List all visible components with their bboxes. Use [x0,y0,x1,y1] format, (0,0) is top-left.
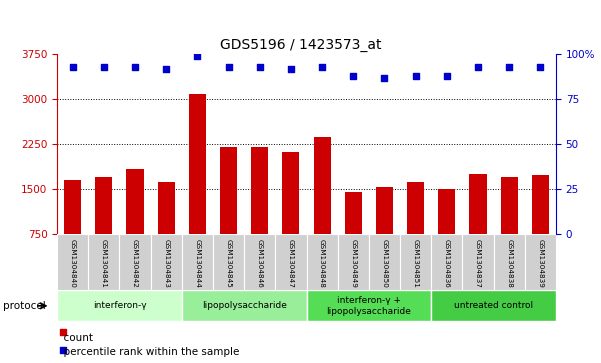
Text: lipopolysaccharide: lipopolysaccharide [202,301,287,310]
Text: untreated control: untreated control [454,301,533,310]
Text: GSM1304844: GSM1304844 [194,238,200,287]
Bar [220,147,237,234]
Bar [126,170,144,234]
Point [411,73,421,79]
Bar [182,234,213,290]
Point [68,64,78,70]
Text: GSM1304851: GSM1304851 [413,238,419,287]
Bar [307,290,432,321]
Text: GSM1304847: GSM1304847 [288,238,294,287]
Bar [369,234,400,290]
Bar [493,234,525,290]
Bar [501,177,517,234]
Text: GSM1304839: GSM1304839 [537,238,543,287]
Text: percentile rank within the sample: percentile rank within the sample [57,347,239,357]
Bar [376,187,393,234]
Point [349,73,358,79]
Point [59,329,68,335]
Bar [469,174,487,234]
Point [255,64,264,70]
Bar [57,290,182,321]
Point [192,53,202,59]
Point [473,64,483,70]
Bar [64,180,81,234]
Bar [151,234,182,290]
Point [442,73,451,79]
Point [535,64,545,70]
Point [59,347,68,353]
Text: GSM1304840: GSM1304840 [70,238,76,287]
Point [286,66,296,72]
Bar [432,290,556,321]
Text: GSM1304838: GSM1304838 [506,238,512,287]
Bar [407,182,424,234]
Text: GSM1304841: GSM1304841 [101,238,107,287]
Bar [96,177,112,234]
Bar [462,234,493,290]
Text: GSM1304846: GSM1304846 [257,238,263,287]
Text: GDS5196 / 1423573_at: GDS5196 / 1423573_at [220,38,381,52]
Point [99,64,109,70]
Text: GSM1304842: GSM1304842 [132,238,138,287]
Text: GSM1304845: GSM1304845 [225,238,231,287]
Text: GSM1304850: GSM1304850 [382,238,388,287]
Bar [525,234,556,290]
Bar [213,234,244,290]
Text: interferon-γ +
lipopolysaccharide: interferon-γ + lipopolysaccharide [326,296,411,315]
Bar [189,94,206,234]
Bar [120,234,151,290]
Text: GSM1304837: GSM1304837 [475,238,481,287]
Bar [244,234,275,290]
Bar [400,234,432,290]
Bar [345,192,362,234]
Bar [251,147,268,234]
Point [504,64,514,70]
Text: GSM1304849: GSM1304849 [350,238,356,287]
Bar [88,234,120,290]
Bar [275,234,307,290]
Bar [532,175,549,234]
Text: protocol: protocol [3,301,46,311]
Point [224,64,233,70]
Text: GSM1304848: GSM1304848 [319,238,325,287]
Bar [57,234,88,290]
Bar [314,136,331,234]
Bar [438,189,456,234]
Bar [157,182,175,234]
Text: GSM1304843: GSM1304843 [163,238,169,287]
Point [380,75,389,81]
Point [162,66,171,72]
Bar [307,234,338,290]
Point [130,64,140,70]
Bar [182,290,307,321]
Bar [338,234,369,290]
Text: interferon-γ: interferon-γ [93,301,146,310]
Bar [432,234,462,290]
Bar [282,152,299,234]
Text: count: count [57,333,93,343]
Point [317,64,327,70]
Text: GSM1304836: GSM1304836 [444,238,450,287]
